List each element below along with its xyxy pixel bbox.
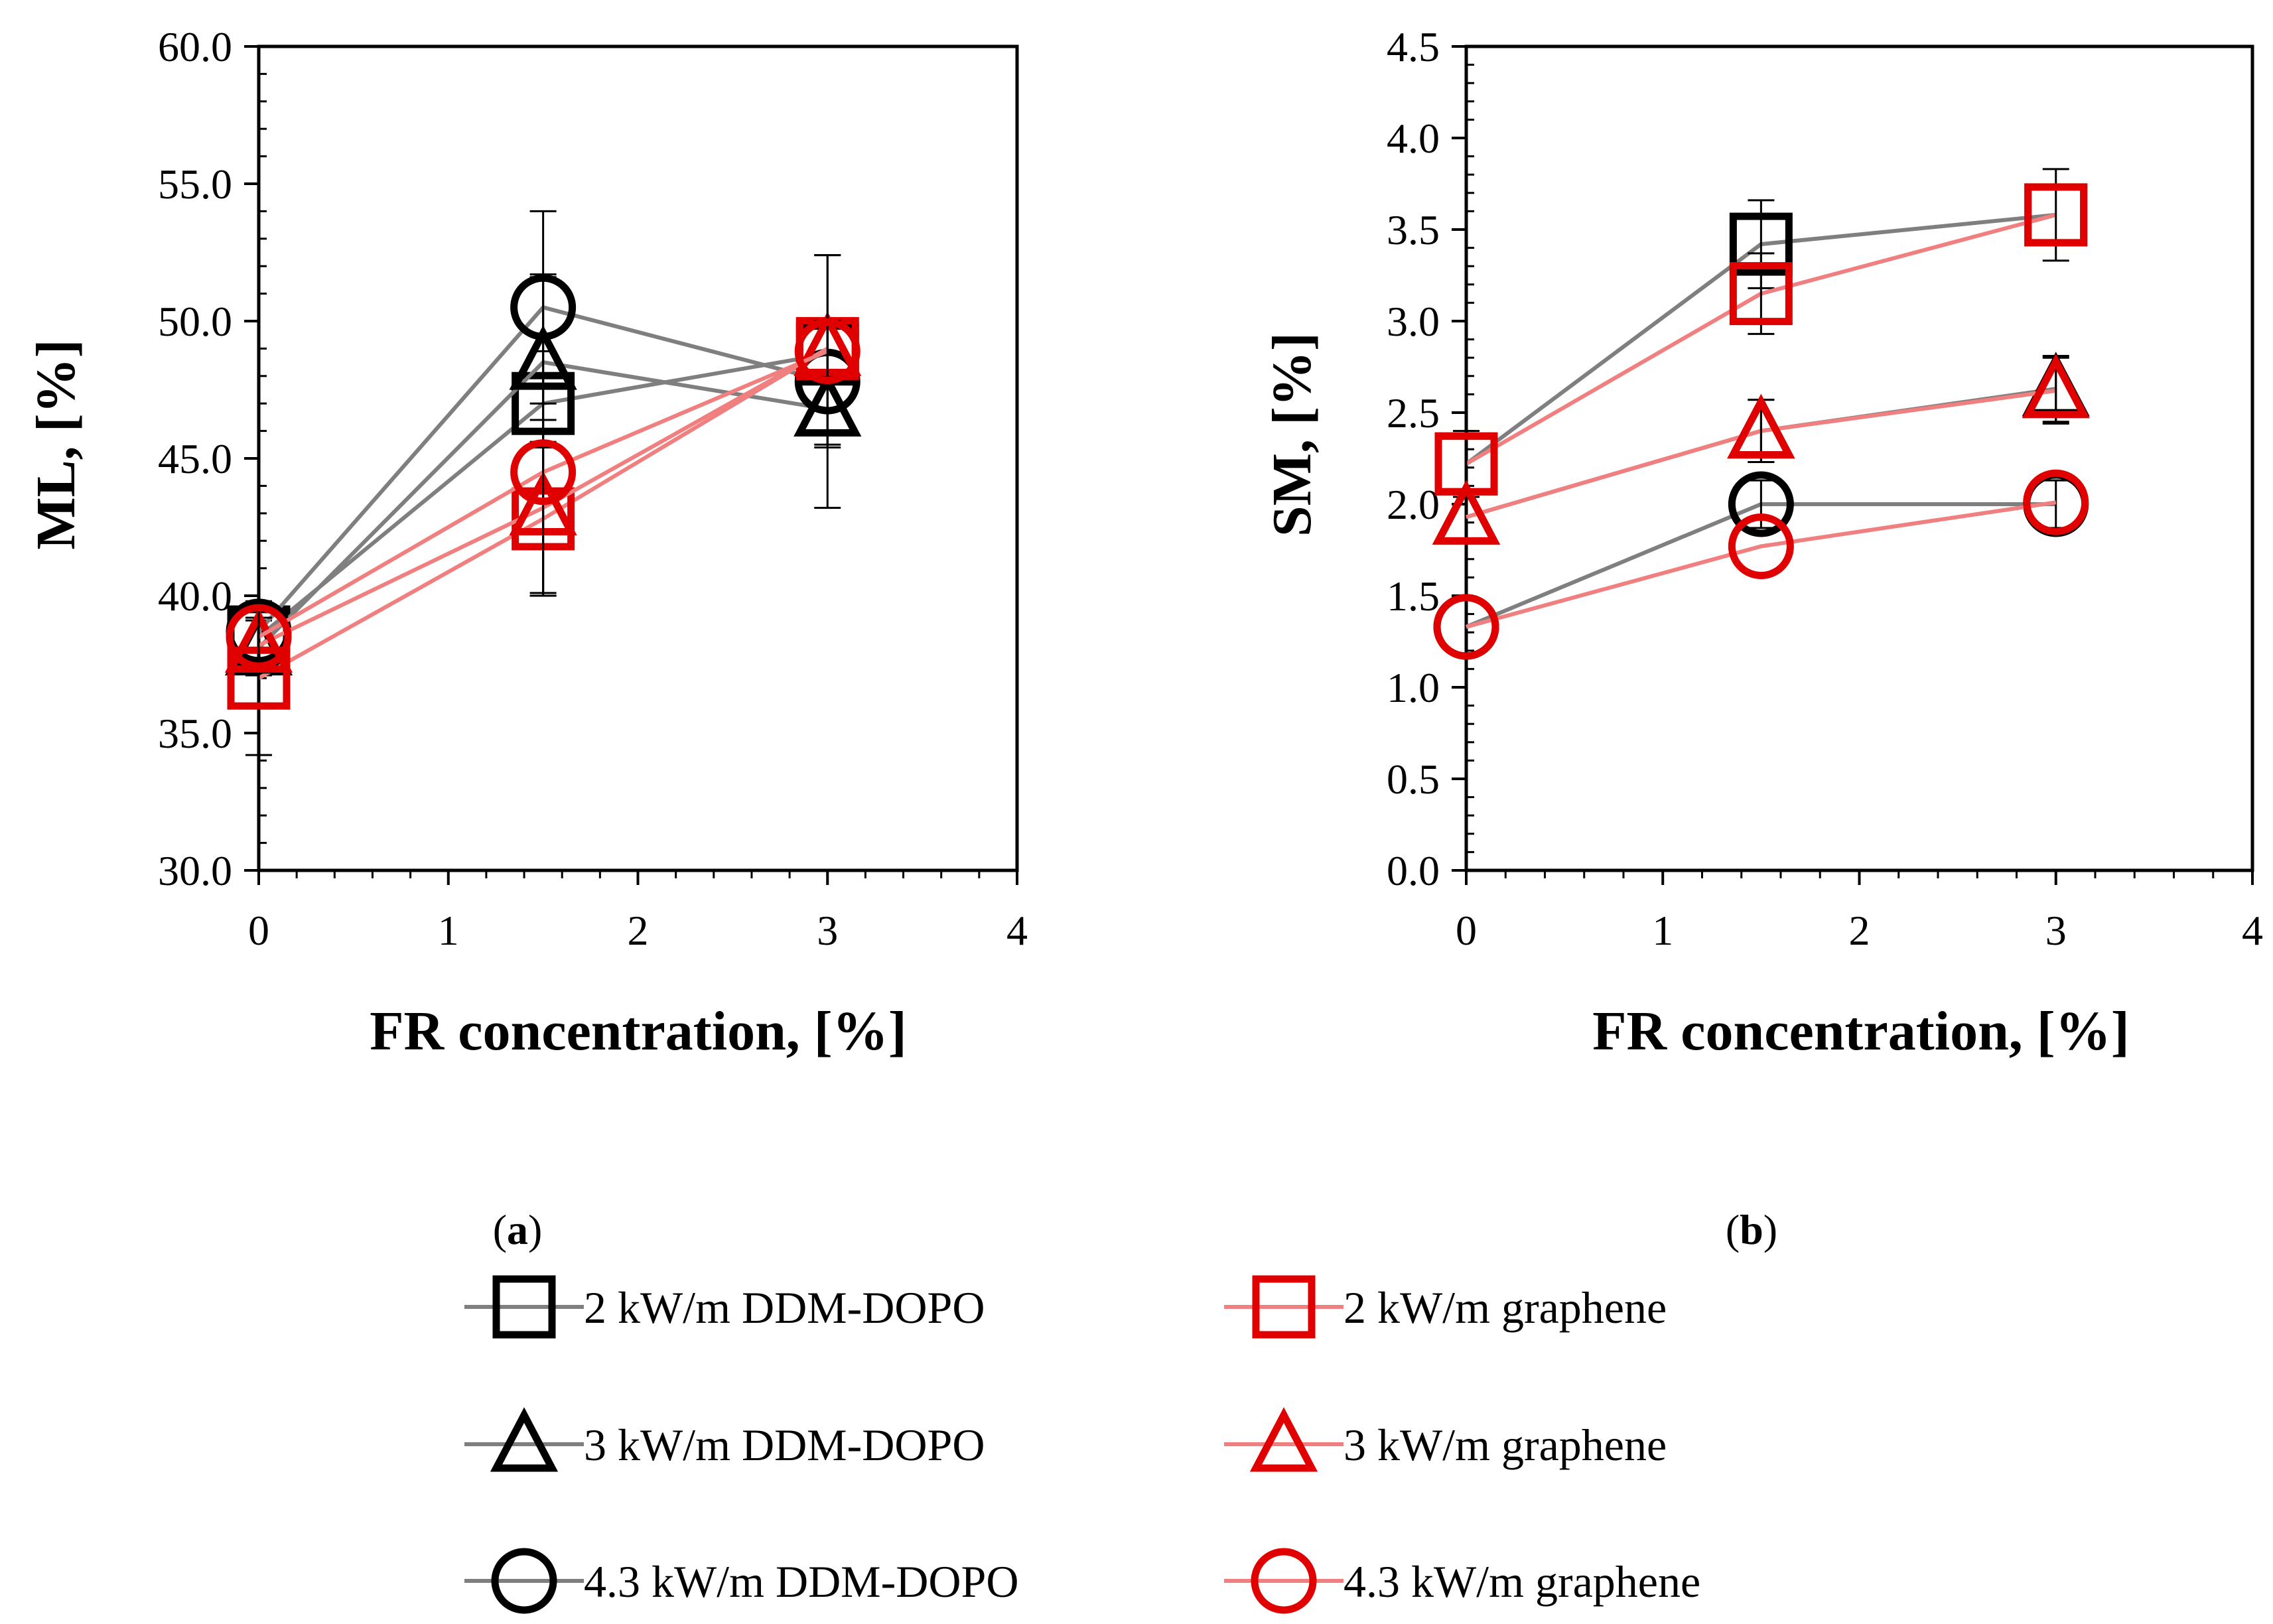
y-axis-title-b: SM, [%] (1261, 332, 1323, 537)
series-b-3-kw-m-graphene (1432, 354, 2090, 545)
y-tick-label-a: 50.0 (158, 298, 232, 345)
legend-label: 4.3 kW/m DDM-DOPO (584, 1556, 1018, 1607)
y-tick-label-b: 4.5 (1387, 23, 1440, 70)
plot-area-a: 30.0 35.0 40.0 45.0 50.0 55.0 60.0 0 1 2 3 4 (158, 23, 1028, 954)
chart-panel-b: 0.0 0.5 1.0 1.5 2.0 2.5 3.0 3.5 4.0 4.5 0 1 2 3 4 SM, … (1261, 23, 2263, 1253)
legend-marker-square (492, 1275, 556, 1339)
legend-label: 2 kW/m graphene (1343, 1282, 1667, 1333)
data-point-square (1729, 262, 1793, 326)
y-tick-label-b: 1.0 (1387, 664, 1440, 711)
legend-item: 2 kW/m DDM-DOPO (464, 1275, 985, 1339)
x-tick-label-b: 1 (1652, 907, 1673, 954)
y-tick-label-b: 2.0 (1387, 481, 1440, 528)
legend-marker-square (1252, 1275, 1316, 1339)
y-tick-label-b: 0.5 (1387, 756, 1440, 803)
legend: 2 kW/m DDM-DOPO 2 kW/m graphene 3 kW/m DDM… (464, 1275, 1700, 1614)
x-axis-title-a: FR concentration, [%] (370, 1000, 906, 1062)
plot-area-b: 0.0 0.5 1.0 1.5 2.0 2.5 3.0 3.5 4.0 4.5 0 1 2 3 4 (1387, 23, 2263, 954)
x-axis-title-b: FR concentration, [%] (1592, 1000, 2129, 1062)
y-axis-title-a: ML, [%] (25, 339, 87, 549)
series-b-4-3-kw-m-ddm-dopo (1433, 471, 2089, 660)
legend-marker-circle (491, 1548, 557, 1614)
y-tick-label-a: 55.0 (158, 161, 232, 208)
y-tick-label-b: 3.0 (1387, 298, 1440, 345)
data-point-triangle (1727, 393, 1795, 459)
data-point-circle (1433, 594, 1499, 660)
y-tick-label-b: 2.5 (1387, 389, 1440, 437)
data-point-circle (1728, 513, 1794, 579)
legend-marker-triangle (490, 1407, 559, 1472)
x-tick-label-a: 4 (1006, 907, 1028, 954)
series-b-2-kw-m-graphene (1434, 168, 2088, 498)
y-tick-label-b: 1.5 (1387, 573, 1440, 620)
x-tick-label-b: 0 (1456, 907, 1477, 954)
legend-item: 2 kW/m graphene (1224, 1275, 1667, 1339)
data-point-square (2024, 183, 2088, 247)
data-point-circle (2023, 469, 2089, 535)
y-tick-label-a: 60.0 (158, 23, 232, 70)
legend-item: 3 kW/m graphene (1224, 1407, 1667, 1472)
panel-label-a: (a) (493, 1206, 543, 1253)
data-point-circle (226, 604, 292, 670)
legend-marker-triangle (1249, 1407, 1318, 1472)
x-tick-label-b: 4 (2242, 907, 2263, 954)
chart-panel-a: 30.0 35.0 40.0 45.0 50.0 55.0 60.0 0 1 2 3 4 ML, [%… (25, 23, 1028, 1253)
x-tick-label-b: 2 (1849, 907, 1870, 954)
x-tick-label-a: 0 (248, 907, 269, 954)
series-line (1466, 500, 2057, 629)
data-point-circle (1728, 471, 1794, 537)
legend-label: 4.3 kW/m graphene (1343, 1556, 1700, 1607)
data-point-circle (510, 439, 577, 506)
legend-item: 4.3 kW/m DDM-DOPO (464, 1548, 1018, 1614)
y-tick-label-a: 35.0 (158, 710, 232, 757)
x-tick-label-a: 1 (438, 907, 459, 954)
legend-label: 3 kW/m DDM-DOPO (584, 1420, 985, 1470)
y-tick-label-b: 3.5 (1387, 206, 1440, 253)
y-tick-label-b: 4.0 (1387, 115, 1440, 162)
x-tick-label-a: 3 (817, 907, 838, 954)
y-tick-label-a: 40.0 (158, 573, 232, 620)
plot-frame-b (1464, 44, 2254, 872)
legend-marker-circle (1251, 1548, 1317, 1614)
panel-label-b: (b) (1726, 1206, 1777, 1253)
x-tick-label-b: 3 (2045, 907, 2067, 954)
data-point-circle (510, 274, 577, 340)
data-point-triangle (1432, 480, 1501, 545)
legend-item: 4.3 kW/m graphene (1224, 1548, 1700, 1614)
x-tick-label-a: 2 (628, 907, 649, 954)
series-b-4-3-kw-m-graphene (1433, 469, 2089, 660)
y-tick-label-a: 30.0 (158, 847, 232, 894)
y-tick-label-b: 0.0 (1387, 847, 1440, 894)
legend-item: 3 kW/m DDM-DOPO (464, 1407, 985, 1472)
y-tick-label-a: 45.0 (158, 435, 232, 482)
legend-label: 2 kW/m DDM-DOPO (584, 1282, 985, 1333)
data-point-circle (794, 318, 861, 385)
plot-frame-a (257, 44, 1019, 872)
data-point-triangle (2022, 354, 2090, 419)
series-a-4-3-kw-m-graphene (226, 254, 861, 670)
legend-label: 3 kW/m graphene (1343, 1420, 1667, 1470)
